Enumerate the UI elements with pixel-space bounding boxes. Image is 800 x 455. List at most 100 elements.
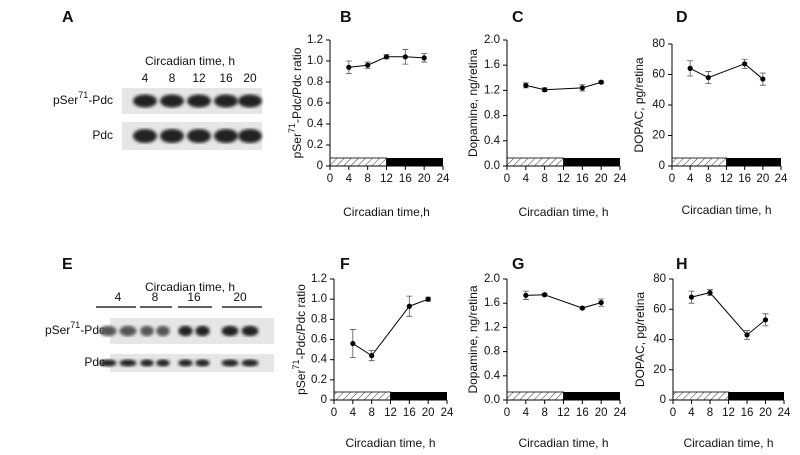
data-point [598, 299, 604, 306]
dark-phase [728, 392, 784, 400]
lane-label: 16 [187, 290, 201, 304]
blot-band [195, 325, 210, 337]
blot-band [160, 129, 184, 143]
blot-row-label-part: Pdc [84, 355, 105, 369]
blot-band [221, 325, 239, 337]
x-axis-label: Circadian time,h [343, 205, 430, 219]
lane-label: 8 [169, 71, 176, 85]
x-tick-label: 16 [741, 407, 754, 419]
blot-band [133, 94, 157, 108]
blot-header: Circadian time, h [145, 54, 235, 68]
y-axis-label-part: pSer [294, 370, 308, 395]
blot-header: Circadian time, h [145, 280, 235, 294]
blot-row-label-part: 71 [78, 90, 88, 100]
y-tick-label: 20 [652, 130, 665, 142]
x-tick-label: 24 [614, 173, 627, 185]
lane-label: 16 [219, 71, 233, 85]
blot-band [178, 325, 193, 337]
blot-row-label: Pdc [84, 355, 105, 369]
y-axis-label-part: pSer [290, 133, 304, 158]
blot-row-label-part: pSer [45, 323, 70, 337]
data-point [542, 292, 548, 298]
x-tick-label: 4 [688, 407, 695, 419]
x-tick-label: 0 [504, 407, 510, 419]
y-axis-label-part: 71 [287, 123, 297, 133]
x-tick-label: 8 [368, 407, 374, 419]
y-tick-label: 0.8 [307, 76, 323, 88]
data-point [406, 303, 412, 309]
lane-label: 4 [142, 71, 149, 85]
x-tick-label: 20 [595, 173, 608, 185]
data-point [425, 296, 431, 302]
y-axis-label: Dopamine, ng/retina [466, 285, 480, 393]
blot-row-label-part: 71 [70, 320, 80, 330]
data-point [762, 317, 769, 323]
x-tick-label: 4 [350, 407, 357, 419]
data-line [689, 63, 764, 80]
x-tick-label: 12 [384, 407, 397, 419]
y-tick-label: 0.8 [311, 313, 327, 325]
x-tick-label: 20 [756, 173, 769, 185]
x-tick-label: 12 [557, 407, 570, 419]
x-tick-label: 4 [687, 173, 694, 185]
blot-band [178, 359, 193, 367]
blot-band [99, 359, 117, 367]
x-tick-label: 20 [595, 407, 608, 419]
blot-row-label: pSer71-Pdc [45, 320, 105, 337]
light-phase [672, 391, 729, 401]
blot-row-label-part: Pdc [92, 128, 113, 142]
y-axis-label-part: DOPAC, pg/retina [633, 292, 647, 387]
data-point [523, 82, 529, 88]
y-tick-label: 0.2 [311, 374, 327, 386]
x-axis-label: Circadian time, h [683, 436, 773, 450]
y-tick-label: 80 [652, 38, 665, 50]
y-tick-label: 1.2 [484, 321, 500, 333]
y-tick-label: 80 [653, 273, 666, 285]
data-line [525, 81, 602, 91]
x-tick-label: 24 [441, 407, 454, 419]
x-tick-label: 16 [738, 173, 751, 185]
x-tick-label: 4 [346, 173, 353, 185]
blot-row-label-part: -Pdc [88, 93, 113, 107]
lane-label: 20 [243, 71, 257, 85]
y-tick-label: 0 [659, 160, 665, 172]
panel-label: D [676, 9, 688, 26]
data-point [579, 85, 585, 91]
x-tick-label: 24 [778, 407, 791, 419]
data-point [542, 87, 548, 93]
blot-row-label-part: -Pdc [80, 323, 105, 337]
y-tick-label: 20 [653, 364, 666, 376]
y-tick-label: 0 [321, 394, 327, 406]
dark-phase [563, 158, 620, 166]
lane-label: 12 [192, 71, 206, 85]
y-tick-label: 0.4 [307, 118, 324, 130]
y-axis-label-part: Dopamine, ng/retina [466, 285, 480, 393]
y-tick-label: 1.6 [484, 297, 500, 309]
x-tick-label: 20 [418, 173, 431, 185]
data-point [365, 62, 371, 68]
data-point [687, 65, 693, 71]
panel-label: A [62, 9, 74, 26]
data-line [691, 292, 766, 336]
dark-phase [386, 158, 443, 166]
x-tick-label: 16 [576, 407, 589, 419]
light-phase [333, 391, 391, 401]
light-phase [671, 157, 727, 167]
y-tick-label: 0 [317, 160, 323, 172]
data-point [421, 55, 427, 61]
y-tick-label: 60 [652, 69, 665, 81]
data-point [760, 76, 766, 82]
x-tick-label: 0 [669, 173, 675, 185]
x-tick-label: 0 [670, 407, 676, 419]
y-axis-label-part: 71 [291, 360, 301, 370]
y-axis-label: pSer71-Pdc/Pdc ratio [291, 284, 308, 395]
y-axis-label: Dopamine, ng/retina [466, 49, 480, 157]
lane-label: 20 [233, 290, 247, 304]
data-point [523, 292, 529, 298]
blot-band [156, 325, 170, 337]
dark-phase [726, 158, 781, 166]
data-point [579, 305, 585, 311]
x-tick-label: 12 [557, 173, 570, 185]
x-tick-label: 8 [541, 407, 547, 419]
y-axis-label-part: -Pdc/Pdc ratio [290, 47, 304, 123]
